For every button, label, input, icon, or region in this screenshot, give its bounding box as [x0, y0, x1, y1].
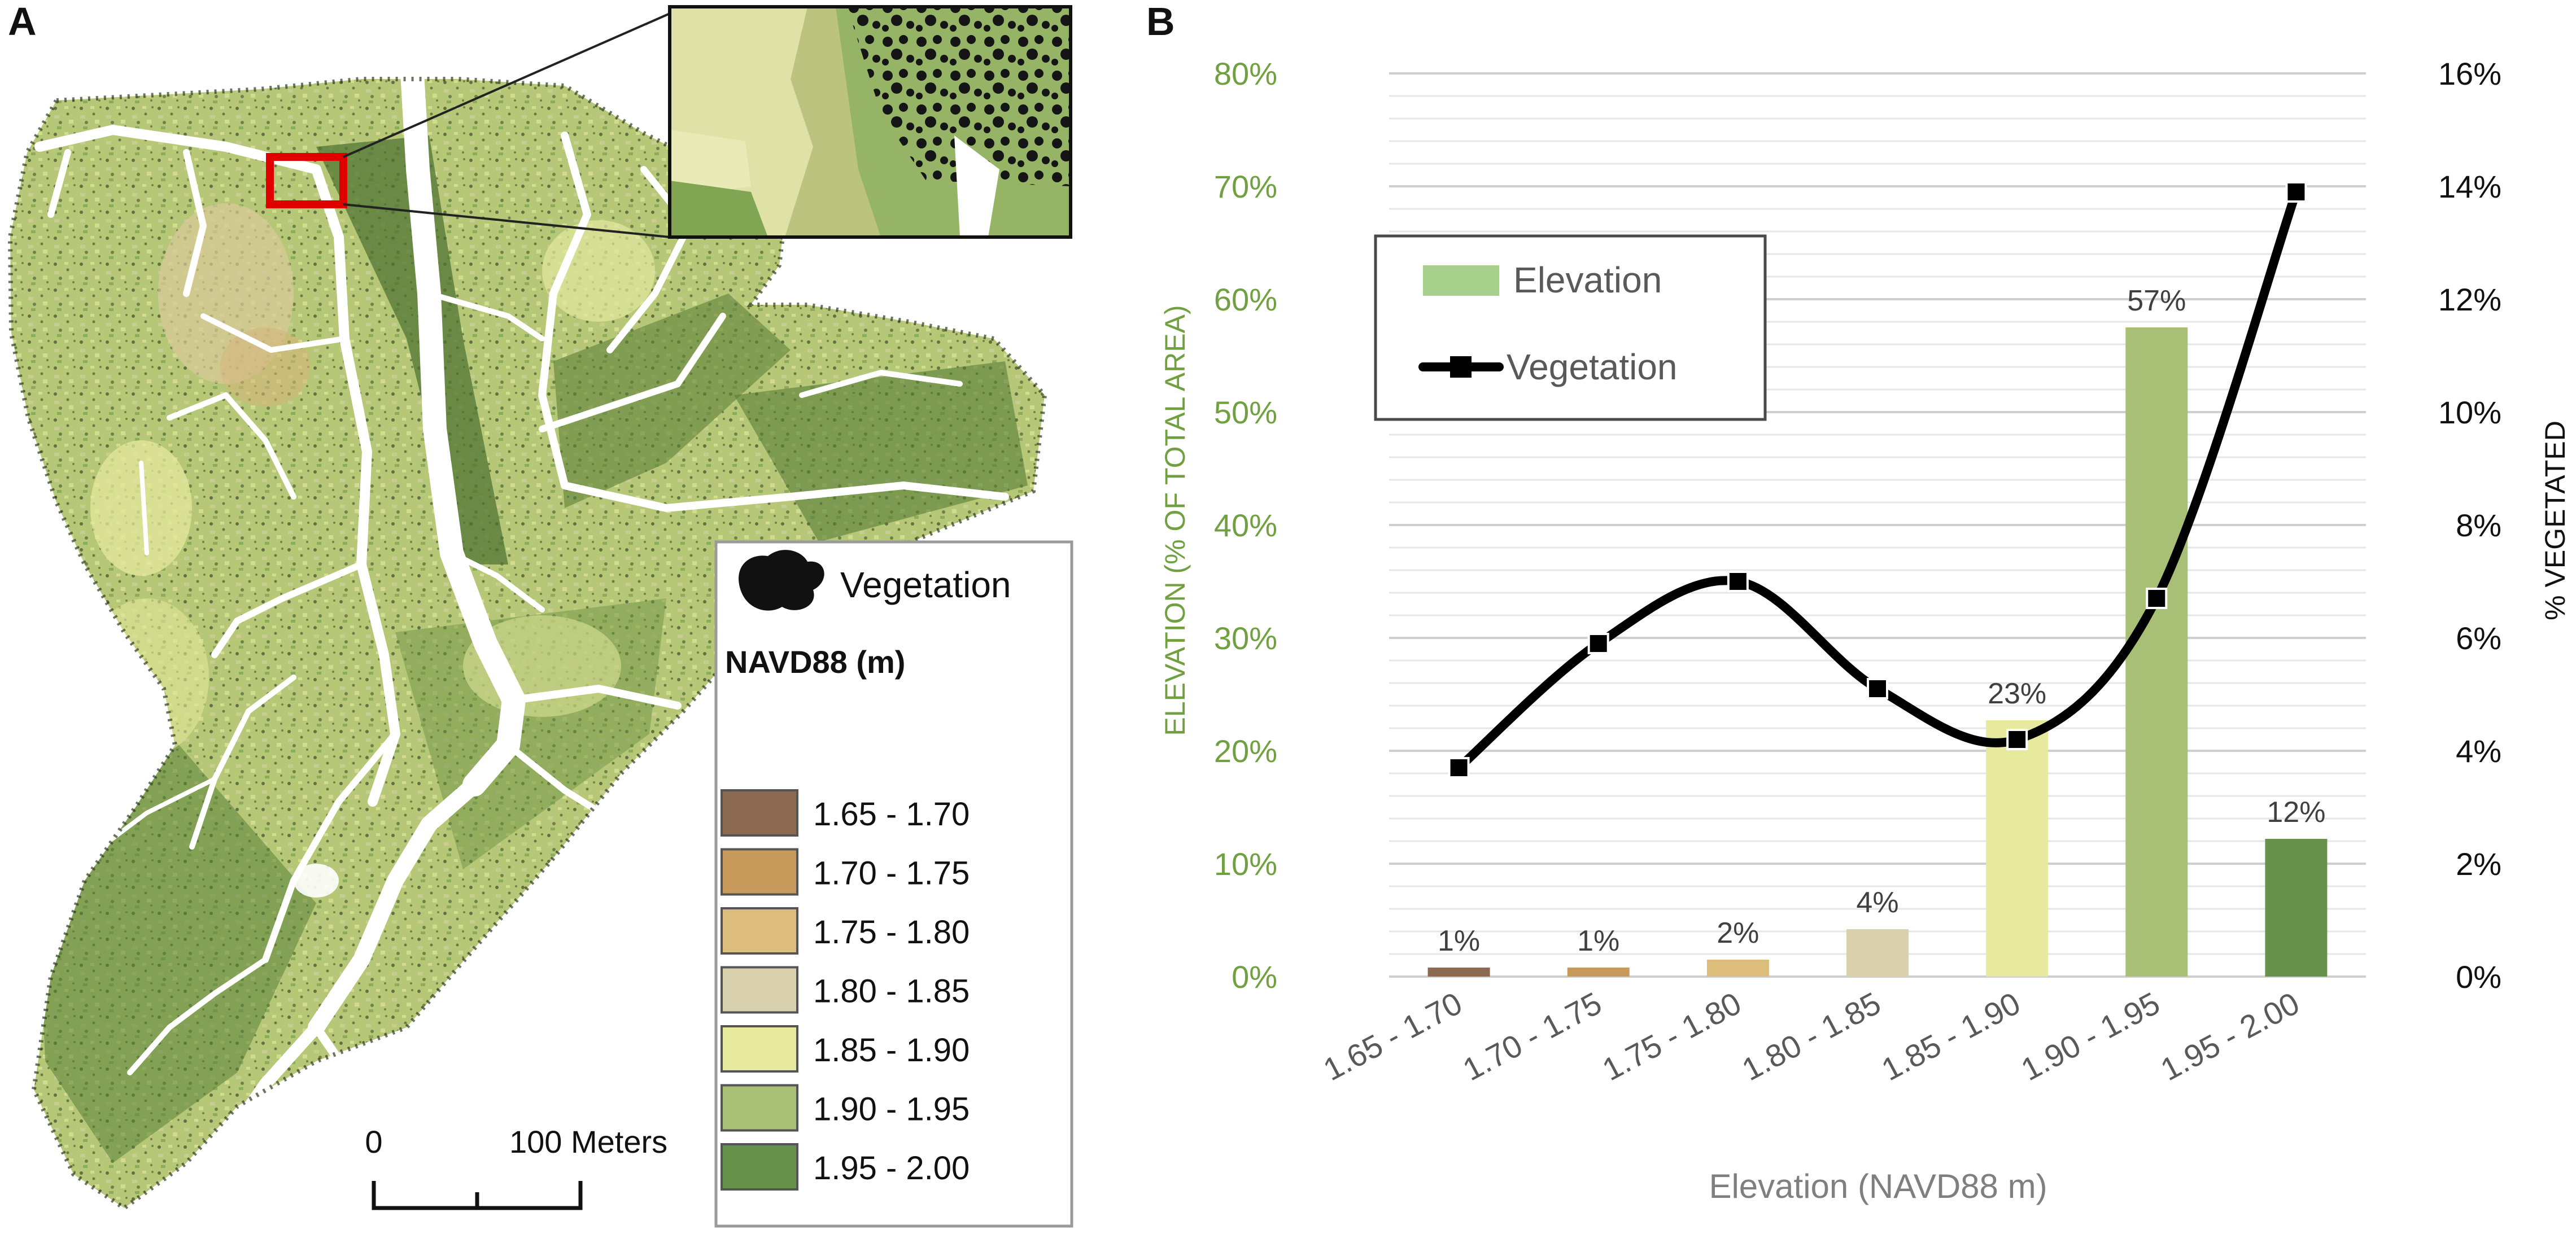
chart-gridlines: [1389, 72, 2366, 978]
elevation-bar: [1706, 960, 1769, 977]
right-tick-label: 2%: [2456, 846, 2501, 882]
right-axis-ticks: 0% 2% 4% 6% 8% 10% 12% 14% 16%: [2438, 56, 2501, 995]
bar-data-label: 57%: [2127, 285, 2186, 317]
x-tick-label: 1.80 - 1.85: [1736, 985, 1887, 1087]
vegetation-point: [1867, 678, 1888, 699]
x-tick-label: 1.90 - 1.95: [2015, 985, 2165, 1087]
left-tick-label: 60%: [1214, 282, 1277, 317]
vegetation-point: [1587, 633, 1609, 654]
left-axis-ticks: 0% 10% 20% 30% 40% 50% 60% 70% 80%: [1214, 56, 1277, 995]
legend-class-swatch: [721, 1025, 798, 1073]
right-tick-label: 12%: [2438, 282, 2501, 317]
panel-a-label: A: [8, 0, 37, 43]
legend-vegetation-label: Vegetation: [840, 565, 1011, 605]
bar-data-labels: 1% 1% 2% 4% 23% 57% 12%: [1438, 285, 2325, 957]
panel-b-label: B: [1146, 0, 1175, 43]
vegetation-point: [2285, 181, 2307, 203]
left-tick-label: 40%: [1214, 507, 1277, 543]
legend-vegetation-marker-icon: [1450, 356, 1472, 378]
legend-class-label: 1.80 - 1.85: [813, 973, 970, 1010]
elevation-bar: [1427, 968, 1490, 977]
elevation-bar: [1986, 720, 2049, 977]
left-tick-label: 10%: [1214, 846, 1277, 882]
legend-class-label: 1.90 - 1.95: [813, 1091, 970, 1128]
x-axis-title: Elevation (NAVD88 m): [1709, 1167, 2047, 1205]
x-tick-label: 1.70 - 1.75: [1457, 985, 1607, 1087]
legend-vegetation-line-label: Vegetation: [1507, 347, 1678, 387]
x-tick-label: 1.75 - 1.80: [1597, 985, 1747, 1087]
x-tick-label: 1.95 - 2.00: [2155, 985, 2305, 1087]
left-tick-label: 80%: [1214, 56, 1277, 91]
legend-class-label: 1.65 - 1.70: [813, 796, 970, 833]
elevation-bar: [2125, 327, 2188, 977]
legend-title: NAVD88 (m): [725, 644, 905, 680]
left-tick-label: 20%: [1214, 733, 1277, 769]
legend-class-swatch: [721, 789, 798, 837]
vegetation-markers: [1448, 181, 2307, 778]
left-tick-label: 50%: [1214, 395, 1277, 430]
x-tick-label: 1.65 - 1.70: [1317, 985, 1468, 1087]
elevation-bar: [1567, 968, 1630, 977]
legend-class-label: 1.75 - 1.80: [813, 914, 970, 951]
legend-class-swatch: [721, 907, 798, 955]
legend-class-swatch: [721, 1084, 798, 1132]
legend-elevation-swatch: [1423, 265, 1499, 296]
vegetation-point: [1448, 757, 1470, 778]
legend-class-swatch: [721, 1143, 798, 1191]
bar-data-label: 1%: [1577, 925, 1619, 957]
vegetation-swatch-icon: [739, 550, 824, 611]
chart-legend: Elevation Vegetation: [1374, 234, 1767, 421]
inset-zoom-image: [668, 5, 1072, 239]
bar-data-label: 4%: [1856, 886, 1898, 919]
x-axis-tick-labels: 1.65 - 1.701.70 - 1.751.75 - 1.801.80 - …: [1317, 985, 2305, 1087]
left-axis-title: ELEVATION (% OF TOTAL AREA): [1159, 305, 1191, 736]
left-tick-label: 70%: [1214, 169, 1277, 204]
legend-elevation-label: Elevation: [1513, 260, 1662, 300]
elevation-bar: [2265, 839, 2328, 977]
legend-class-label: 1.85 - 1.90: [813, 1032, 970, 1069]
bar-data-label: 23%: [1988, 677, 2046, 710]
right-tick-label: 6%: [2456, 620, 2501, 656]
chart-panel: 0% 10% 20% 30% 40% 50% 60% 70% 80% 0% 2% 4% 6% 8% 10%…: [1159, 56, 2571, 1205]
scale-bar-end: 100 Meters: [509, 1124, 667, 1159]
inset-marker: [266, 153, 347, 208]
map-panel: Vegetation NAVD88 (m) 1.65 - 1.70 1.70 - …: [7, 5, 1073, 1228]
x-tick-label: 1.85 - 1.90: [1876, 985, 2026, 1087]
bar-data-label: 1%: [1438, 925, 1480, 957]
map-legend: Vegetation NAVD88 (m) 1.65 - 1.70 1.70 - …: [714, 540, 1073, 1228]
vegetation-point: [2146, 588, 2168, 609]
bar-data-label: 2%: [1717, 917, 1759, 949]
right-tick-label: 10%: [2438, 395, 2501, 430]
elevation-bar: [1846, 929, 1909, 977]
vegetation-point: [1727, 571, 1749, 592]
elevation-bars: [1427, 327, 2328, 977]
scale-bar: 0 100 Meters: [365, 1124, 667, 1210]
legend-class-swatch: [721, 848, 798, 896]
legend-class-swatch: [721, 966, 798, 1014]
left-tick-label: 0%: [1232, 959, 1277, 995]
scale-bar-start: 0: [365, 1124, 382, 1159]
legend-class-label: 1.70 - 1.75: [813, 855, 970, 892]
right-tick-label: 0%: [2456, 959, 2501, 995]
right-tick-label: 4%: [2456, 733, 2501, 769]
vegetation-point: [2006, 729, 2028, 750]
left-tick-label: 30%: [1214, 620, 1277, 656]
right-tick-label: 16%: [2438, 56, 2501, 91]
bar-data-label: 12%: [2267, 796, 2325, 829]
legend-class-label: 1.95 - 2.00: [813, 1150, 970, 1187]
right-tick-label: 14%: [2438, 169, 2501, 204]
right-axis-title: % VEGETATED: [2539, 421, 2571, 620]
right-tick-label: 8%: [2456, 507, 2501, 543]
